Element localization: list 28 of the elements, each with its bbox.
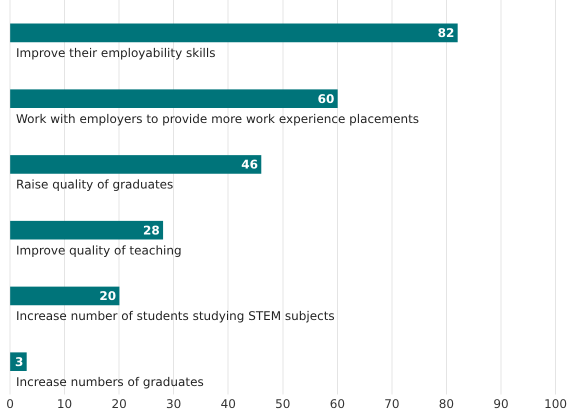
x-tick-label: 70 (384, 396, 400, 411)
x-tick-label: 0 (6, 396, 14, 411)
y-tick-label: Increase numbers of graduates (16, 374, 204, 389)
y-tick-label: Raise quality of graduates (16, 178, 174, 192)
data-label: 82 (438, 26, 454, 40)
y-tick-label: Improve their employability skills (16, 46, 216, 60)
bar (10, 155, 262, 174)
y-tick-label: Improve quality of teaching (16, 243, 182, 258)
data-label: 28 (143, 223, 160, 238)
y-tick-label: Work with employers to provide more work experience placements (16, 112, 420, 126)
bar (10, 89, 338, 108)
x-tick-label: 50 (275, 396, 290, 411)
bar (10, 24, 458, 42)
x-tick-label: 100 (544, 396, 567, 411)
x-tick-label: 60 (330, 396, 345, 411)
x-tick-label: 20 (111, 396, 127, 411)
x-tick-label: 90 (493, 396, 509, 411)
bar (10, 220, 164, 240)
x-tick-label: 10 (56, 396, 72, 411)
x-tick-label: 80 (438, 396, 454, 411)
data-label: 3 (15, 354, 24, 369)
bar (10, 286, 120, 306)
data-label: 46 (241, 158, 258, 172)
data-label: 20 (99, 289, 116, 304)
x-tick-label: 40 (220, 396, 236, 411)
y-tick-label: Increase number of students studying STEM subjects (16, 309, 335, 324)
x-tick-label: 30 (166, 396, 182, 411)
data-label: 60 (318, 92, 334, 106)
